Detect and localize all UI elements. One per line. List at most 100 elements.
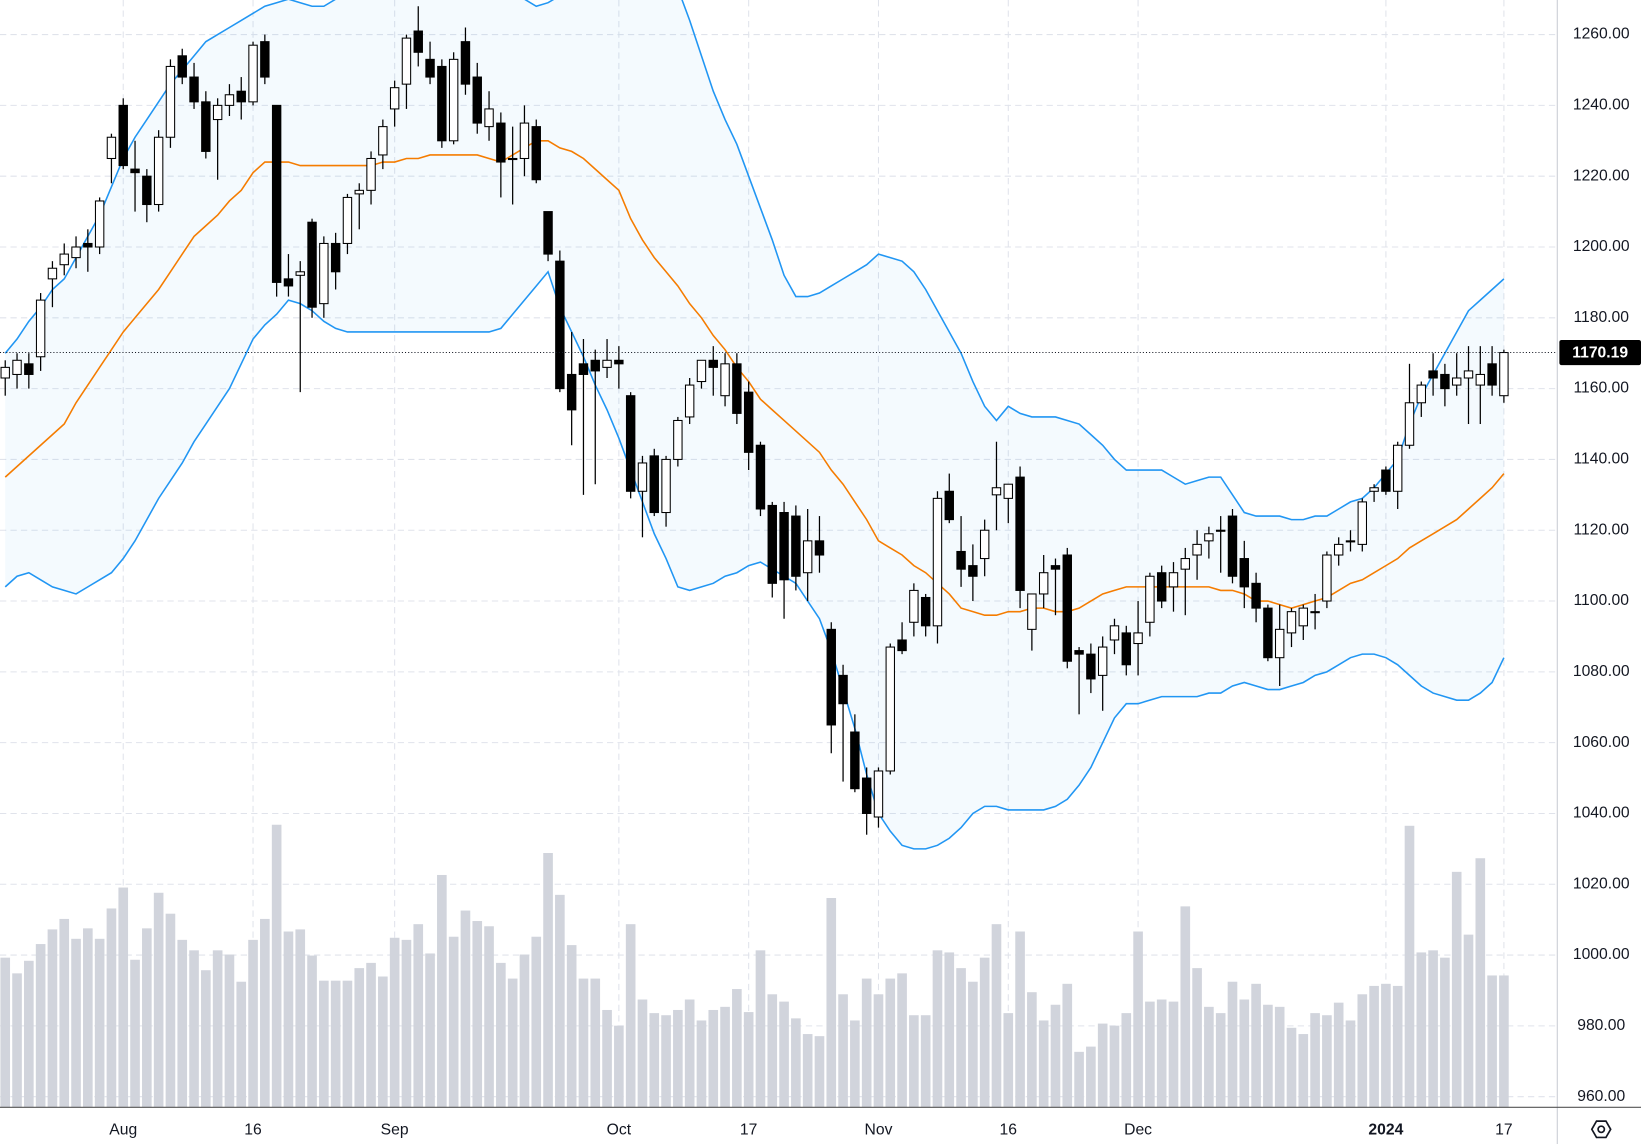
candle-body: [1145, 575, 1155, 623]
candle-body: [330, 242, 341, 273]
candle-body: [566, 373, 577, 411]
volume-bar: [1015, 931, 1025, 1108]
candle-body: [484, 108, 494, 128]
candle-body: [637, 462, 648, 492]
volume-bar: [897, 973, 907, 1108]
volume-bar: [153, 892, 164, 1108]
candle-body: [413, 30, 423, 53]
volume-bar: [1357, 994, 1368, 1108]
candle-body: [177, 55, 187, 78]
candle-body: [1463, 370, 1474, 379]
volume-bar: [307, 955, 317, 1108]
candle-body: [142, 175, 152, 206]
volume-bar: [201, 970, 211, 1108]
volume-bar: [979, 957, 990, 1108]
y-tick-label: 1200.00: [1573, 238, 1630, 255]
candle-body: [531, 126, 541, 181]
candle-body: [47, 267, 58, 280]
candle-body: [850, 731, 860, 790]
candle-body: [826, 628, 836, 726]
volume-bar: [814, 1036, 825, 1108]
y-tick-label: 1040.00: [1573, 805, 1630, 822]
last-price-box: [1559, 339, 1641, 366]
volume-bar: [791, 1018, 801, 1108]
candle-body: [1322, 554, 1332, 602]
volume-bar: [118, 887, 129, 1108]
candle-body: [35, 299, 46, 358]
x-tick-label: Sep: [381, 1121, 409, 1138]
candle-body: [1239, 558, 1249, 588]
candle-body: [24, 363, 34, 375]
candle-body: [212, 104, 223, 121]
y-tick-label: 1080.00: [1573, 663, 1630, 680]
volume-bar: [165, 913, 176, 1108]
candle-body: [1015, 476, 1025, 591]
candle-body: [696, 359, 707, 383]
candle-body: [590, 359, 600, 372]
candle-body: [614, 359, 624, 365]
candle-body: [59, 253, 69, 266]
candle-body: [71, 246, 81, 259]
settings-icon[interactable]: [1590, 1120, 1612, 1139]
volume-bar: [1333, 1002, 1344, 1108]
candle-body: [1027, 593, 1037, 630]
volume-bar: [1322, 1015, 1332, 1108]
candle-body: [578, 363, 589, 375]
candle-body: [1381, 469, 1391, 492]
volume-bar: [743, 1012, 754, 1108]
settings-hexagon[interactable]: [1590, 1120, 1612, 1139]
volume-bar: [1310, 1013, 1320, 1108]
volume-bar: [684, 999, 695, 1108]
volume-bar: [1440, 957, 1450, 1108]
volume-bar: [1074, 1051, 1084, 1108]
candle-body: [602, 359, 612, 368]
volume-bar: [12, 973, 22, 1108]
volume-bar: [1003, 1013, 1014, 1108]
y-tick-label: 1220.00: [1573, 167, 1630, 184]
volume-bar: [1097, 1023, 1108, 1108]
volume-bar: [649, 1013, 660, 1108]
volume-bar: [1451, 871, 1462, 1108]
volume-bar: [944, 952, 955, 1108]
volume-bar: [177, 939, 188, 1108]
volume-bar: [413, 924, 424, 1108]
y-tick-label: 1180.00: [1573, 309, 1629, 326]
candle-body: [1310, 611, 1320, 614]
candle-body: [767, 504, 777, 584]
volume-bar: [260, 918, 270, 1108]
candle-body: [673, 419, 683, 460]
candle-body: [366, 157, 376, 191]
candle-body: [1074, 650, 1084, 655]
candle-body: [1109, 625, 1120, 641]
candle-body: [1227, 515, 1238, 577]
volume-bar: [885, 978, 896, 1108]
x-tick-label: 17: [1495, 1121, 1512, 1138]
volume-bar: [330, 980, 341, 1108]
volume-bar: [71, 938, 81, 1108]
volume-bar: [1369, 985, 1379, 1108]
candle-body: [1251, 582, 1261, 609]
candle-body: [1416, 384, 1427, 404]
last-price-label: 1170.19: [1572, 345, 1628, 362]
candle-body: [543, 211, 553, 255]
candle-body: [791, 515, 801, 577]
volume-bar: [1145, 1001, 1155, 1108]
volume-bar: [602, 1009, 612, 1108]
x-tick-label: 16: [1000, 1121, 1018, 1138]
volume-bar: [661, 1015, 671, 1108]
candle-body: [153, 136, 164, 206]
volume-bar: [1038, 1020, 1049, 1108]
volume-bar: [271, 824, 282, 1108]
candle-body: [106, 136, 117, 160]
volume-bar: [909, 1015, 919, 1108]
volume-bar: [1298, 1034, 1309, 1108]
candle-body: [1392, 444, 1403, 492]
volume-bar: [460, 910, 471, 1108]
candle-body: [909, 589, 919, 623]
candle-body: [932, 497, 943, 627]
volume-bar: [354, 968, 365, 1108]
y-tick-label: 960.00: [1577, 1088, 1625, 1105]
settings-dot[interactable]: [1597, 1125, 1606, 1134]
volume-bar: [448, 936, 459, 1108]
